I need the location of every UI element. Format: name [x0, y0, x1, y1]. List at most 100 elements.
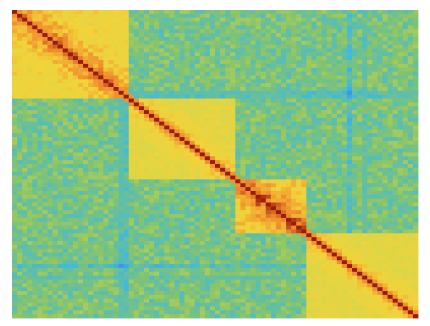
- heatmap-cell: [225, 183, 231, 188]
- heatmap-cell: [377, 233, 383, 238]
- heatmap-cell: [22, 25, 28, 30]
- heatmap-cell: [154, 229, 160, 234]
- heatmap-cell: [27, 175, 33, 180]
- heatmap-cell: [367, 202, 373, 207]
- heatmap-cell: [194, 237, 201, 242]
- heatmap-cell: [286, 152, 292, 157]
- heatmap-cell: [412, 110, 419, 115]
- heatmap-cell: [27, 33, 33, 38]
- heatmap-cell: [118, 75, 125, 80]
- heatmap-cell: [235, 229, 241, 234]
- heatmap-cell: [42, 214, 48, 219]
- heatmap-cell: [357, 79, 363, 84]
- heatmap-cell: [286, 60, 292, 65]
- heatmap-cell: [240, 52, 246, 57]
- heatmap-cell: [326, 13, 333, 19]
- heatmap-cell: [133, 117, 140, 123]
- heatmap-cell: [17, 152, 23, 157]
- heatmap-cell: [52, 179, 59, 184]
- heatmap-cell: [296, 164, 302, 169]
- heatmap-cell: [392, 198, 399, 203]
- heatmap-cell: [245, 190, 251, 196]
- heatmap-cell: [346, 121, 353, 126]
- heatmap-cell: [296, 125, 302, 130]
- heatmap-cell: [103, 98, 109, 103]
- heatmap-cell: [352, 125, 358, 130]
- heatmap-cell: [301, 110, 307, 115]
- heatmap-cell: [209, 117, 216, 123]
- heatmap-cell: [103, 48, 109, 53]
- heatmap-cell: [397, 56, 404, 61]
- heatmap-cell: [77, 36, 84, 42]
- heatmap-cell: [215, 171, 221, 176]
- heatmap-cell: [184, 79, 191, 84]
- heatmap-cell: [275, 60, 282, 65]
- heatmap-cell: [407, 152, 414, 157]
- heatmap-cell: [32, 17, 38, 22]
- heatmap-cell: [336, 183, 343, 188]
- heatmap-cell: [407, 164, 414, 169]
- heatmap-cell: [215, 156, 221, 161]
- heatmap-cell: [250, 144, 257, 149]
- heatmap-cell: [387, 36, 394, 42]
- heatmap-cell: [52, 83, 59, 88]
- heatmap-cell: [174, 137, 180, 142]
- heatmap-cell: [108, 52, 114, 57]
- heatmap-cell: [245, 21, 251, 26]
- heatmap-cell: [52, 152, 59, 157]
- heatmap-cell: [184, 137, 191, 142]
- heatmap-cell: [98, 217, 104, 223]
- heatmap-cell: [118, 106, 125, 111]
- heatmap-cell: [174, 71, 180, 76]
- heatmap-cell: [336, 241, 343, 246]
- heatmap-cell: [138, 133, 145, 138]
- heatmap-cell: [77, 83, 84, 88]
- heatmap-cell: [154, 214, 160, 219]
- heatmap-cell: [22, 148, 28, 153]
- heatmap-cell: [189, 217, 196, 223]
- heatmap-cell: [265, 202, 272, 207]
- heatmap-cell: [184, 244, 191, 250]
- heatmap-cell: [296, 10, 302, 15]
- heatmap-cell: [47, 48, 53, 53]
- heatmap-cell: [128, 237, 135, 242]
- heatmap-cell: [37, 48, 43, 53]
- heatmap-cell: [367, 13, 373, 19]
- heatmap-cell: [306, 214, 312, 219]
- heatmap-cell: [301, 56, 307, 61]
- heatmap-cell: [62, 229, 69, 234]
- heatmap-cell: [179, 152, 185, 157]
- heatmap-cell: [331, 133, 338, 138]
- heatmap-cell: [235, 25, 241, 30]
- heatmap-cell: [123, 98, 130, 103]
- heatmap-cell: [402, 221, 409, 226]
- heatmap-cell: [143, 44, 150, 49]
- heatmap-cell: [296, 67, 302, 72]
- heatmap-cell: [301, 48, 307, 53]
- heatmap-cell: [286, 17, 292, 22]
- heatmap-cell: [412, 198, 419, 203]
- heatmap-cell: [245, 241, 251, 246]
- heatmap-cell: [169, 221, 175, 226]
- heatmap-cell: [220, 164, 226, 169]
- heatmap-cell: [346, 56, 353, 61]
- heatmap-cell: [291, 202, 297, 207]
- heatmap-cell: [12, 190, 18, 196]
- heatmap-cell: [189, 194, 196, 200]
- heatmap-cell: [209, 167, 216, 173]
- heatmap-cell: [265, 17, 272, 22]
- heatmap-cell: [57, 98, 64, 103]
- heatmap-cell: [88, 94, 94, 99]
- heatmap-cell: [326, 160, 333, 165]
- heatmap-cell: [275, 198, 282, 203]
- heatmap-cell: [123, 67, 130, 72]
- heatmap-cell: [341, 164, 348, 169]
- heatmap-cell: [62, 148, 69, 153]
- heatmap-cell: [270, 125, 277, 130]
- heatmap-cell: [169, 90, 175, 96]
- heatmap-cell: [280, 160, 287, 165]
- heatmap-cell: [336, 75, 343, 80]
- heatmap-cell: [367, 187, 373, 192]
- heatmap-cell: [67, 110, 74, 115]
- heatmap-cell: [225, 152, 231, 157]
